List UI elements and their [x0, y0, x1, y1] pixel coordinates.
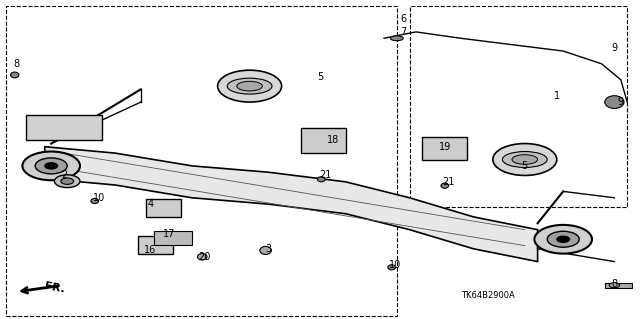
Ellipse shape	[10, 72, 19, 78]
Text: FR.: FR.	[44, 281, 65, 294]
Ellipse shape	[61, 178, 74, 184]
Ellipse shape	[502, 152, 547, 167]
Bar	[146, 199, 181, 217]
Text: 9: 9	[618, 97, 624, 107]
Text: 20: 20	[198, 252, 211, 262]
Ellipse shape	[609, 283, 620, 288]
Ellipse shape	[260, 247, 271, 255]
Text: 21: 21	[319, 170, 332, 181]
Ellipse shape	[45, 163, 58, 169]
Bar	[154, 231, 192, 245]
Text: 8: 8	[13, 59, 19, 69]
Ellipse shape	[22, 152, 80, 180]
Ellipse shape	[534, 225, 592, 254]
Ellipse shape	[237, 81, 262, 91]
Bar	[138, 236, 173, 254]
Text: 1: 1	[554, 91, 560, 101]
Text: 19: 19	[438, 142, 451, 152]
Ellipse shape	[388, 265, 396, 270]
Text: TK64B2900A: TK64B2900A	[461, 291, 515, 300]
Bar	[605, 283, 632, 288]
Text: 16: 16	[144, 245, 157, 256]
Text: 7: 7	[400, 27, 406, 37]
Polygon shape	[45, 147, 538, 262]
Text: 4: 4	[147, 199, 154, 209]
Ellipse shape	[493, 144, 557, 175]
Ellipse shape	[390, 36, 403, 41]
Text: 5: 5	[522, 161, 528, 171]
Ellipse shape	[547, 231, 579, 247]
Bar	[301, 128, 346, 153]
Text: 6: 6	[400, 14, 406, 24]
Ellipse shape	[197, 254, 207, 260]
Ellipse shape	[441, 183, 449, 188]
Text: 3: 3	[266, 244, 272, 254]
Ellipse shape	[557, 236, 570, 242]
Bar	[6, 6, 397, 316]
Text: 10: 10	[93, 193, 106, 203]
Text: 21: 21	[442, 177, 454, 187]
Text: 10: 10	[389, 260, 402, 270]
Bar	[26, 115, 102, 140]
Text: 17: 17	[163, 229, 176, 240]
Bar	[410, 6, 627, 207]
Ellipse shape	[227, 78, 272, 94]
Ellipse shape	[218, 70, 282, 102]
Text: 8: 8	[611, 279, 618, 289]
Ellipse shape	[317, 177, 325, 182]
Bar	[422, 137, 467, 160]
Ellipse shape	[605, 96, 624, 108]
Ellipse shape	[512, 155, 538, 164]
Ellipse shape	[54, 175, 80, 188]
Text: 18: 18	[326, 135, 339, 145]
Text: 9: 9	[611, 43, 618, 53]
Text: 2: 2	[61, 170, 67, 181]
Ellipse shape	[35, 158, 67, 174]
Text: 5: 5	[317, 71, 323, 82]
Ellipse shape	[91, 198, 99, 204]
